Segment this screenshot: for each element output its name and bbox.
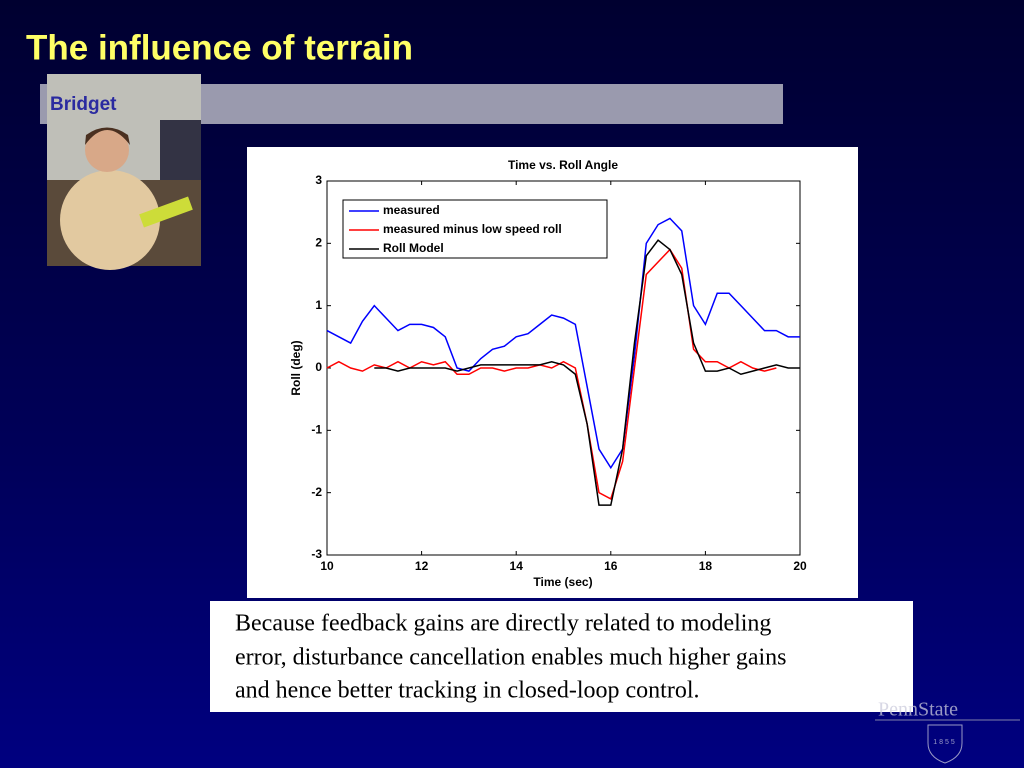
logo-shield	[927, 724, 963, 764]
y-tick-label: -2	[311, 485, 322, 499]
y-tick-label: -3	[311, 547, 322, 561]
caption-line: and hence better tracking in closed-loop…	[235, 678, 700, 704]
logo-year: 1855	[933, 739, 957, 746]
series-line	[326, 217, 800, 470]
y-tick-label: 3	[315, 173, 322, 187]
logo-text: PennState	[878, 699, 958, 721]
x-tick-label: 10	[320, 559, 334, 573]
x-axis-label: Time (sec)	[533, 575, 592, 589]
y-axis-label: Roll (deg)	[289, 340, 303, 395]
chart-title: Time vs. Roll Angle	[508, 158, 618, 172]
y-tick-label: 0	[315, 360, 322, 374]
logo: PennState 1855	[875, 699, 1020, 764]
series-line	[326, 248, 777, 500]
caption-line: Because feedback gains are directly rela…	[235, 611, 771, 637]
label: Bridget	[50, 94, 117, 115]
photo	[47, 74, 201, 270]
x-tick-label: 12	[415, 559, 429, 573]
series-line	[374, 239, 800, 506]
x-tick-label: 18	[699, 559, 713, 573]
legend-label: measured minus low speed roll	[383, 222, 562, 236]
y-tick-label: 2	[315, 236, 322, 250]
y-tick-label: -1	[311, 423, 322, 437]
caption-box	[210, 601, 913, 712]
legend-label: Roll Model	[383, 241, 444, 255]
legend-box	[342, 199, 608, 259]
y-tick-label: 1	[315, 298, 322, 312]
caption-line: error, disturbance cancellation enables …	[235, 645, 786, 671]
legend-label: measured	[383, 203, 440, 217]
x-tick-label: 20	[793, 559, 807, 573]
x-tick-label: 14	[510, 559, 524, 573]
slide-title: The influence of terrain	[26, 28, 413, 67]
x-tick-label: 16	[604, 559, 618, 573]
chart: Time vs. Roll Angle Time (sec) Roll (deg…	[289, 158, 807, 589]
